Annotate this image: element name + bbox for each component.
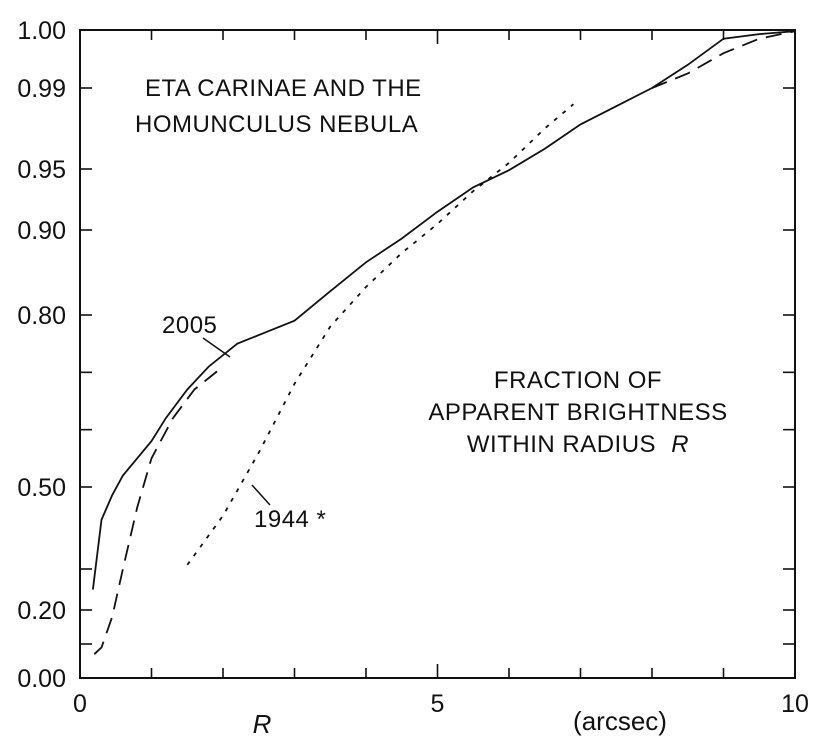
series-group: [92, 30, 796, 655]
series-dashed-line: [651, 30, 796, 89]
plot-frame: [79, 29, 796, 679]
description-line-3-text: WITHIN RADIUS: [467, 431, 656, 458]
y-tick-label: 0.90: [17, 217, 66, 245]
series-dashed-line: [93, 365, 224, 655]
series-label-1944: 1944 *: [254, 506, 326, 533]
y-tick-label: 0.00: [17, 665, 66, 693]
series-1944-line: [186, 103, 574, 566]
y-tick-label: 0.99: [17, 75, 66, 103]
y-tick-label: 1.00: [17, 17, 66, 45]
description-line-3: WITHIN RADIUS R: [467, 431, 689, 458]
x-tick-label: 0: [73, 690, 87, 718]
y-tick-label: 0.50: [17, 474, 66, 502]
series-label-2005-leader: [202, 337, 231, 358]
x-axis-unit: (arcsec): [573, 706, 667, 736]
y-tick-label: 0.20: [17, 597, 66, 625]
y-tick-label: 0.80: [17, 302, 66, 330]
x-axis-label: R: [253, 709, 272, 739]
series-2005-line: [92, 30, 796, 590]
title-line-2: HOMUNCULUS NEBULA: [135, 111, 418, 138]
tick-labels: 0.00 0.20 0.50 0.80 0.90 0.95 0.99 1.00 0 5 10: [17, 17, 809, 718]
x-tick-label: 10: [781, 690, 809, 718]
series-label-2005: 2005: [162, 312, 217, 339]
x-tick-label: 5: [431, 690, 445, 718]
description-line-2: APPARENT BRIGHTNESS: [428, 399, 727, 426]
description-variable: R: [671, 431, 689, 458]
series-label-1944-leader: [251, 484, 271, 506]
title-line-1: ETA CARINAE AND THE: [145, 75, 422, 102]
y-tick-label: 0.95: [17, 156, 66, 184]
description-line-1: FRACTION OF: [494, 367, 662, 394]
